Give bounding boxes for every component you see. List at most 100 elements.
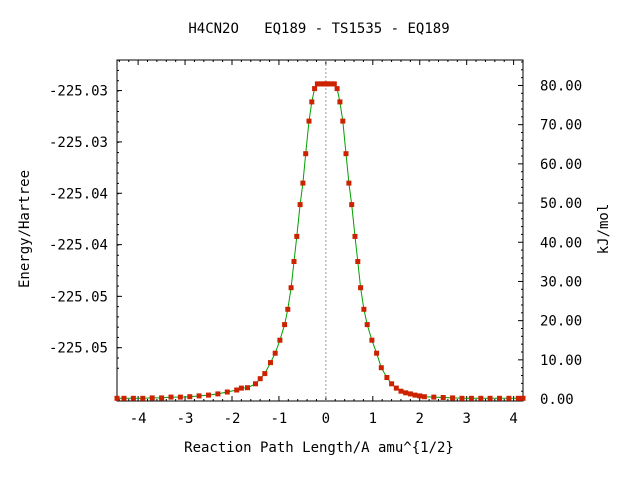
x-tick-label: 1 bbox=[369, 411, 377, 427]
data-point bbox=[468, 395, 474, 401]
data-point bbox=[306, 118, 312, 124]
data-point bbox=[417, 393, 423, 399]
data-point bbox=[294, 233, 300, 239]
data-point bbox=[346, 180, 352, 186]
data-point bbox=[257, 376, 263, 382]
data-point bbox=[431, 394, 437, 400]
right-y-tick-label: 80.00 bbox=[540, 78, 582, 94]
data-point bbox=[407, 391, 413, 397]
data-point bbox=[277, 337, 283, 343]
data-point bbox=[349, 202, 355, 208]
data-point bbox=[224, 389, 230, 395]
series-points bbox=[114, 81, 526, 401]
data-point bbox=[312, 86, 318, 92]
data-point bbox=[355, 259, 361, 264]
chart-title: H4CN2O EQ189 - TS1535 - EQ189 bbox=[188, 21, 449, 37]
data-point bbox=[121, 395, 127, 401]
data-point bbox=[288, 285, 294, 291]
data-point bbox=[314, 81, 320, 87]
data-point bbox=[149, 395, 155, 401]
data-point bbox=[378, 365, 384, 371]
data-point bbox=[459, 395, 465, 401]
data-point bbox=[478, 395, 484, 401]
data-point bbox=[309, 99, 315, 105]
x-tick-label: -2 bbox=[224, 411, 241, 427]
left-y-tick-label: -225.04 bbox=[49, 238, 108, 254]
axis-ticks: -4 -3 -2 -1 0 1 2 3 4 -225.05 -225.05 -225.04 -225.0… bbox=[49, 59, 582, 427]
data-point bbox=[329, 81, 334, 87]
data-point bbox=[114, 395, 120, 401]
data-point bbox=[177, 394, 183, 400]
data-point bbox=[245, 385, 250, 391]
right-y-tick-label: 0.00 bbox=[540, 392, 574, 408]
x-tick-label: -1 bbox=[271, 411, 288, 427]
x-tick-label: 4 bbox=[509, 411, 517, 427]
data-point bbox=[206, 392, 211, 398]
data-point bbox=[282, 322, 288, 328]
data-point bbox=[352, 233, 358, 239]
data-point bbox=[326, 81, 332, 87]
data-point bbox=[369, 337, 375, 343]
data-point bbox=[300, 180, 306, 186]
data-point bbox=[340, 118, 346, 124]
data-point bbox=[398, 388, 404, 394]
data-point bbox=[361, 306, 367, 312]
data-point bbox=[238, 385, 244, 391]
x-tick-label: 2 bbox=[416, 411, 424, 427]
data-point bbox=[403, 390, 409, 396]
data-point bbox=[234, 387, 240, 393]
right-y-tick-label: 70.00 bbox=[540, 118, 582, 134]
data-point bbox=[520, 395, 526, 401]
left-y-tick-label: -225.05 bbox=[49, 341, 108, 357]
right-y-tick-label: 10.00 bbox=[540, 353, 582, 369]
data-point bbox=[487, 395, 493, 401]
data-point bbox=[215, 391, 221, 397]
data-point bbox=[140, 395, 146, 401]
left-y-tick-label: -225.03 bbox=[49, 135, 108, 151]
plot-frame bbox=[116, 59, 524, 402]
data-point bbox=[130, 395, 136, 401]
series-line bbox=[117, 83, 523, 399]
x-tick-label: -4 bbox=[130, 411, 147, 427]
x-axis-label: Reaction Path Length/A amu^{1/2} bbox=[184, 440, 454, 456]
right-y-tick-label: 60.00 bbox=[540, 157, 582, 173]
y-axis-label-left: Energy/Hartree bbox=[17, 170, 33, 288]
right-y-tick-label: 40.00 bbox=[540, 235, 582, 251]
data-point bbox=[303, 151, 309, 157]
x-tick-label: -3 bbox=[177, 411, 194, 427]
data-point bbox=[187, 394, 193, 400]
data-point bbox=[168, 394, 174, 400]
left-y-tick-label: -225.05 bbox=[49, 289, 108, 305]
data-point bbox=[389, 381, 395, 387]
data-point bbox=[297, 202, 303, 208]
data-point bbox=[384, 375, 390, 380]
data-point bbox=[253, 381, 258, 387]
right-y-tick-label: 20.00 bbox=[540, 314, 582, 330]
data-point bbox=[272, 350, 278, 356]
data-point bbox=[291, 259, 297, 264]
left-y-tick-label: -225.04 bbox=[49, 186, 108, 202]
data-point bbox=[337, 99, 343, 105]
x-tick-label: 3 bbox=[462, 411, 470, 427]
data-point bbox=[421, 394, 427, 400]
data-point bbox=[506, 395, 512, 401]
data-point bbox=[285, 306, 291, 312]
data-point bbox=[196, 393, 202, 399]
data-point bbox=[364, 322, 370, 328]
data-point bbox=[515, 395, 521, 401]
right-y-tick-label: 30.00 bbox=[540, 274, 582, 290]
data-point bbox=[440, 395, 446, 400]
data-point bbox=[159, 395, 165, 401]
data-point bbox=[343, 151, 349, 157]
data-point bbox=[393, 385, 399, 391]
data-point bbox=[374, 350, 380, 356]
x-tick-label: 0 bbox=[322, 411, 330, 427]
right-y-tick-label: 50.00 bbox=[540, 196, 582, 212]
y-axis-label-right: kJ/mol bbox=[596, 204, 612, 255]
data-point bbox=[317, 81, 323, 87]
data-point bbox=[497, 395, 502, 401]
data-point bbox=[262, 371, 268, 377]
data-point bbox=[358, 285, 364, 291]
data-point bbox=[268, 360, 273, 366]
